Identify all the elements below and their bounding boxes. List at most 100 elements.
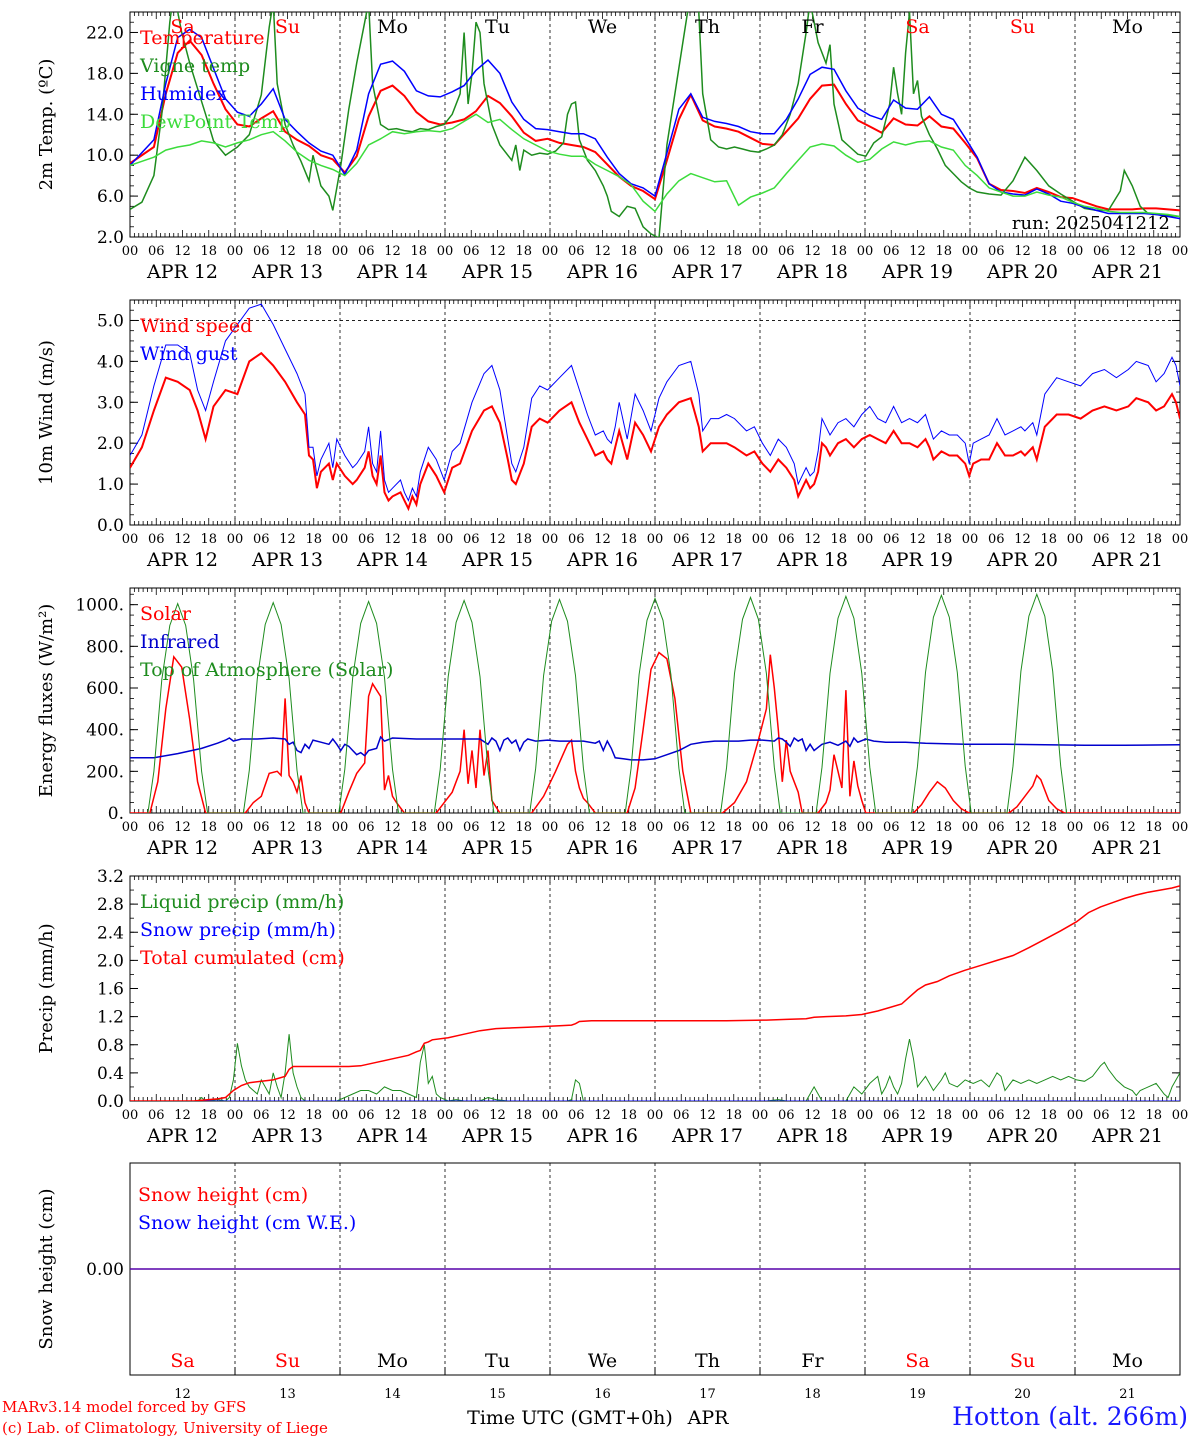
date-label: APR 14: [356, 261, 428, 283]
series-line: [130, 113, 1180, 218]
hour-tick-label: 06: [568, 244, 585, 259]
hour-tick-label: 00: [752, 532, 769, 547]
y-tick-label: 0.: [108, 804, 124, 824]
hour-tick-label: 00: [1172, 1108, 1189, 1123]
weekday-label: Su: [275, 16, 300, 38]
legend-entry: Temperature: [140, 27, 264, 49]
hour-tick-label: 00: [962, 1108, 979, 1123]
hour-tick-label: 06: [1093, 532, 1110, 547]
hour-tick-label: 12: [594, 820, 611, 835]
hour-tick-label: 12: [174, 244, 191, 259]
hour-tick-label: 18: [200, 1108, 217, 1123]
series-line: [130, 1034, 1180, 1101]
hour-tick-label: 18: [1040, 532, 1057, 547]
hour-tick-label: 18: [305, 1108, 322, 1123]
legend-entry: Top of Atmosphere (Solar): [140, 659, 393, 681]
series-line: [130, 885, 1180, 1101]
x-axis-month: APR: [687, 1407, 730, 1429]
hour-tick-label: 12: [174, 1108, 191, 1123]
hour-tick-label: 00: [647, 1108, 664, 1123]
model-credit: MARv3.14 model forced by GFS: [2, 1398, 247, 1416]
weekday-label: Mo: [377, 1350, 408, 1372]
date-label: APR 14: [356, 549, 428, 571]
hour-tick-label: 00: [1067, 820, 1084, 835]
hour-tick-label: 06: [1093, 820, 1110, 835]
weekday-label: Su: [275, 1350, 300, 1372]
hour-tick-label: 06: [673, 244, 690, 259]
hour-tick-label: 18: [200, 532, 217, 547]
legend-entry: Liquid precip (mm/h): [140, 891, 344, 913]
hour-tick-label: 18: [620, 1108, 637, 1123]
y-axis-label: Energy fluxes (W/m²): [36, 604, 57, 798]
panel-precip: 00 06 12 18 APR 12 00 06 12 18 APR 13 00 06 12 18 APR …: [36, 867, 1188, 1147]
hour-tick-label: 12: [804, 1108, 821, 1123]
hour-tick-label: 18: [305, 820, 322, 835]
hour-tick-label: 18: [410, 244, 427, 259]
plot-frame: [129, 587, 1181, 814]
hour-tick-label: 12: [174, 820, 191, 835]
series-line: [130, 351, 1180, 512]
hour-tick-label: 06: [673, 532, 690, 547]
y-tick-label: 1.6: [97, 980, 124, 1000]
hour-tick-label: 06: [568, 532, 585, 547]
hour-tick-label: 18: [305, 244, 322, 259]
day-number-label: 15: [489, 1387, 506, 1402]
hour-tick-label: 12: [279, 244, 296, 259]
weekday-label: Su: [1010, 16, 1035, 38]
hour-tick-label: 06: [883, 820, 900, 835]
date-label: APR 18: [776, 261, 848, 283]
hour-tick-label: 18: [200, 820, 217, 835]
y-tick-label: 2.4: [97, 923, 124, 943]
weekday-label: Mo: [1112, 1350, 1143, 1372]
hour-tick-label: 12: [489, 1108, 506, 1123]
hour-tick-label: 18: [935, 820, 952, 835]
date-label: APR 17: [671, 1125, 743, 1147]
hour-tick-label: 06: [1093, 244, 1110, 259]
date-label: APR 15: [461, 549, 533, 571]
legend-entry: Total cumulated (cm): [140, 947, 345, 969]
hour-tick-label: 00: [122, 820, 139, 835]
hour-tick-label: 06: [988, 532, 1005, 547]
y-tick-label: 3.2: [97, 867, 124, 887]
date-label: APR 20: [986, 837, 1058, 859]
hour-tick-label: 18: [1145, 532, 1162, 547]
hour-tick-label: 06: [673, 1108, 690, 1123]
hour-tick-label: 18: [830, 244, 847, 259]
hour-tick-label: 18: [1145, 820, 1162, 835]
weekday-label: Fr: [801, 16, 824, 38]
hour-tick-label: 18: [935, 244, 952, 259]
weekday-label: Tu: [485, 1350, 510, 1372]
weekday-label: Su: [1010, 1350, 1035, 1372]
day-number-label: 17: [699, 1387, 716, 1402]
hour-tick-label: 12: [909, 532, 926, 547]
hour-tick-label: 12: [1014, 820, 1031, 835]
date-label: APR 15: [461, 261, 533, 283]
hour-tick-label: 00: [227, 532, 244, 547]
hour-tick-label: 06: [358, 1108, 375, 1123]
hour-tick-label: 12: [489, 244, 506, 259]
hour-tick-label: 12: [384, 244, 401, 259]
date-label: APR 13: [251, 261, 323, 283]
hour-tick-label: 18: [410, 532, 427, 547]
legend-entry: Wind speed: [140, 315, 252, 337]
hour-tick-label: 18: [725, 532, 742, 547]
hour-tick-label: 18: [1145, 244, 1162, 259]
y-tick-label: 200.: [86, 762, 124, 782]
date-label: APR 13: [251, 549, 323, 571]
hour-tick-label: 18: [935, 532, 952, 547]
date-label: APR 16: [566, 1125, 638, 1147]
hour-tick-label: 18: [725, 820, 742, 835]
weekday-label: Mo: [1112, 16, 1143, 38]
date-label: APR 18: [776, 837, 848, 859]
date-label: APR 19: [881, 549, 953, 571]
date-label: APR 14: [356, 1125, 428, 1147]
panel-wind: 00 06 12 18 APR 12 00 06 12 18 APR 13 00 06 12 18 APR …: [36, 299, 1188, 571]
hour-tick-label: 06: [358, 820, 375, 835]
hour-tick-label: 00: [857, 820, 874, 835]
lab-credit: (c) Lab. of Climatology, University of L…: [2, 1419, 328, 1437]
hour-tick-label: 00: [437, 244, 454, 259]
hour-tick-label: 18: [305, 532, 322, 547]
hour-tick-label: 12: [384, 820, 401, 835]
hour-tick-label: 06: [778, 820, 795, 835]
hour-tick-label: 00: [227, 820, 244, 835]
